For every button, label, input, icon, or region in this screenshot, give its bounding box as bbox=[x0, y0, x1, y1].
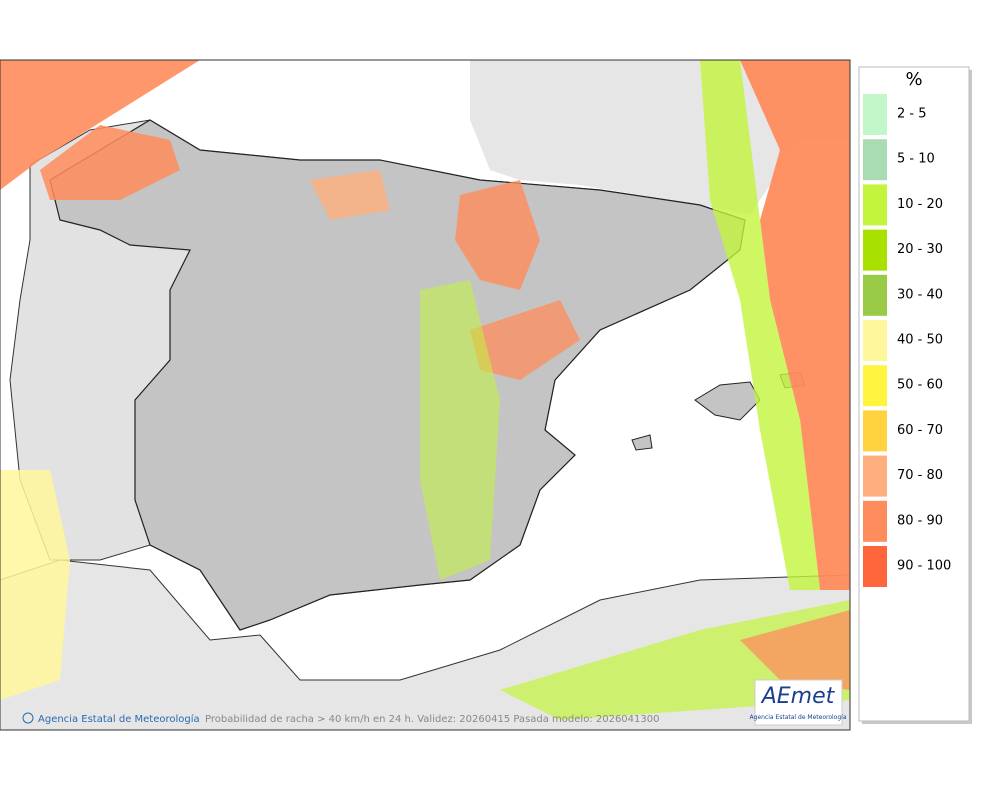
logo-name: AEmet bbox=[760, 684, 836, 709]
legend-swatch bbox=[863, 410, 887, 452]
legend-label: 5 - 10 bbox=[897, 152, 935, 167]
legend-swatch bbox=[863, 500, 887, 542]
map: Agencia Estatal de Meteorología Probabil… bbox=[0, 60, 850, 730]
legend-label: 30 - 40 bbox=[897, 287, 943, 302]
prob-area-galicia bbox=[40, 125, 180, 200]
caption: Probabilidad de racha > 40 km/h en 24 h.… bbox=[205, 714, 659, 725]
legend-title: % bbox=[905, 69, 922, 90]
prob-area-southeast bbox=[740, 610, 850, 690]
prob-area-teruel bbox=[470, 300, 580, 380]
ibiza bbox=[631, 434, 653, 451]
prob-area-east-inland bbox=[420, 280, 500, 580]
spain bbox=[49, 119, 746, 631]
credit: Agencia Estatal de Meteorología bbox=[38, 713, 200, 725]
prob-area-east bbox=[740, 60, 850, 590]
france bbox=[470, 60, 850, 215]
legend-swatch bbox=[863, 274, 887, 316]
prob-area-cantabria bbox=[310, 170, 390, 220]
legend-label: 10 - 20 bbox=[897, 197, 943, 212]
prob-area-southwest bbox=[0, 470, 70, 700]
legend-label: 60 - 70 bbox=[897, 423, 943, 438]
prob-area-east-edge bbox=[700, 60, 820, 590]
legend-label: 70 - 80 bbox=[897, 468, 943, 483]
map-frame bbox=[0, 59, 851, 731]
legend-label: 80 - 90 bbox=[897, 513, 943, 528]
legend-label: 2 - 5 bbox=[897, 107, 927, 122]
legend-swatch bbox=[863, 139, 887, 181]
legend-label: 20 - 30 bbox=[897, 242, 943, 257]
legend-items: 2 - 5 5 - 10 10 - 20 20 - 30 30 - 40 40 - 50 5… bbox=[863, 94, 951, 587]
legend-swatch bbox=[863, 94, 887, 135]
legend-swatch bbox=[863, 546, 887, 587]
legend-label: 40 - 50 bbox=[897, 333, 943, 348]
legend-label: 90 - 100 bbox=[897, 559, 951, 574]
legend-label: 50 - 60 bbox=[897, 378, 943, 393]
legend-swatch bbox=[863, 184, 887, 226]
legend-swatch bbox=[863, 320, 887, 361]
legend-swatch bbox=[863, 365, 887, 407]
prob-area-northwest bbox=[0, 60, 200, 190]
logo-box bbox=[754, 679, 843, 726]
legend-swatch bbox=[863, 455, 887, 497]
prob-area-ebro bbox=[455, 180, 540, 290]
copyright-icon bbox=[22, 712, 34, 724]
legend-swatch bbox=[863, 229, 887, 271]
logo-subtitle: Agencia Estatal de Meteorología bbox=[750, 714, 847, 721]
